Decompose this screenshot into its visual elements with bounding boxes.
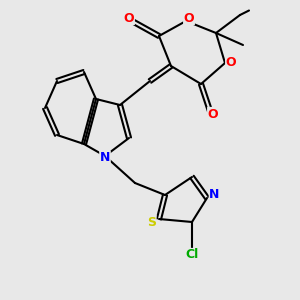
Text: O: O (208, 107, 218, 121)
Text: N: N (100, 151, 110, 164)
Text: O: O (184, 11, 194, 25)
Text: N: N (209, 188, 220, 202)
Text: O: O (124, 11, 134, 25)
Text: S: S (147, 215, 156, 229)
Text: O: O (226, 56, 236, 70)
Text: Cl: Cl (185, 248, 199, 262)
